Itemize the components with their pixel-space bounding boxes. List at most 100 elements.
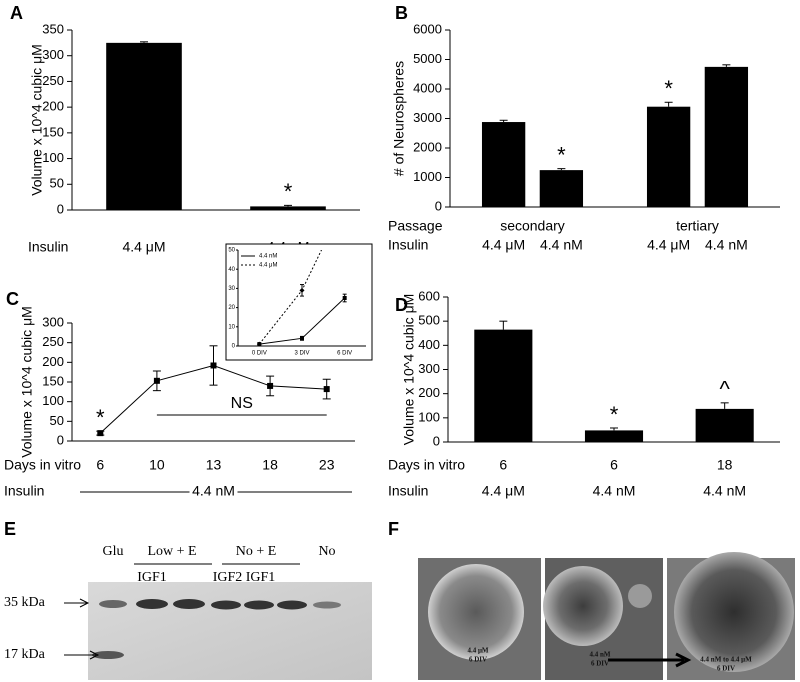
y-tick-label: 300 xyxy=(418,361,440,376)
bar xyxy=(704,66,749,207)
row-value: 4.4 nM xyxy=(540,237,583,253)
marker xyxy=(210,362,217,369)
caption: 4.4 nM to 4.4 μM xyxy=(700,656,752,664)
row-value: 4.4 μM xyxy=(647,237,690,253)
y-tick-label: 50 xyxy=(50,176,64,191)
caption: 6 DIV xyxy=(591,660,609,668)
lane-sublabel: IGF2 IGF1 xyxy=(213,570,276,585)
lane-label: No + E xyxy=(236,544,277,559)
row-value: 4.4 nM xyxy=(705,237,748,253)
row-label: Insulin xyxy=(388,237,428,253)
row-value: 4.4 nM xyxy=(192,483,235,499)
caption: 4.4 nM xyxy=(590,651,611,659)
caption: 6 DIV xyxy=(469,656,487,664)
panel-label: D xyxy=(395,295,408,315)
row-value: 18 xyxy=(717,457,733,473)
bar xyxy=(250,206,326,210)
y-tick-label: 5000 xyxy=(413,51,442,66)
y-tick-label: 200 xyxy=(42,354,64,369)
row-value: 4.4 μM xyxy=(482,237,525,253)
y-tick-label: 4000 xyxy=(413,80,442,95)
y-tick-label: 200 xyxy=(418,385,440,400)
band xyxy=(313,601,341,609)
panel-label: F xyxy=(388,519,399,539)
arrow xyxy=(608,652,692,668)
inset-marker xyxy=(342,296,347,300)
inset-y-tick-label: 20 xyxy=(228,305,235,311)
y-tick-label: 3000 xyxy=(413,110,442,125)
row-value: secondary xyxy=(500,218,565,234)
bar xyxy=(646,106,691,207)
y-tick-label: 150 xyxy=(42,124,64,139)
inset-y-tick-label: 30 xyxy=(228,286,235,292)
inset-marker xyxy=(256,341,262,347)
marker-label: 35 kDa xyxy=(4,595,46,610)
marker xyxy=(323,386,330,393)
y-tick-label: 0 xyxy=(57,201,64,216)
row-label: Insulin xyxy=(388,483,428,499)
row-value: 4.4 μM xyxy=(122,239,165,255)
lane-label: Glu xyxy=(103,544,124,559)
row-value: tertiary xyxy=(676,218,719,234)
row-value: 4.4 nM xyxy=(703,483,746,499)
legend-label: 4.4 nM xyxy=(259,254,277,260)
y-tick-label: 2000 xyxy=(413,139,442,154)
neurosphere xyxy=(628,584,652,608)
annotation: * xyxy=(664,76,673,101)
row-value: 6 xyxy=(499,457,507,473)
bar xyxy=(584,430,644,442)
y-axis-label: Volume x 10^4 cubic μM xyxy=(401,294,417,446)
inset-x-tick-label: 6 DIV xyxy=(337,351,352,357)
marker-arrow xyxy=(64,598,90,608)
marker-label: 17 kDa xyxy=(4,647,46,662)
caption: 6 DIV xyxy=(717,665,735,673)
y-tick-label: 1000 xyxy=(413,169,442,184)
band xyxy=(211,600,241,610)
bar xyxy=(106,42,182,210)
y-axis-label: Volume x 10^4 cubic μM xyxy=(29,44,45,196)
marker-arrow xyxy=(64,650,100,660)
y-axis-label: Volume x 10^4 cubic μM xyxy=(19,306,35,458)
y-tick-label: 600 xyxy=(418,288,440,303)
marker xyxy=(97,430,104,437)
y-tick-label: 250 xyxy=(42,334,64,349)
y-tick-label: 400 xyxy=(418,337,440,352)
panel-label: C xyxy=(6,289,19,309)
bar xyxy=(539,170,584,207)
inset-y-tick-label: 50 xyxy=(228,248,235,254)
row-label: Insulin xyxy=(28,239,68,255)
y-tick-label: 0 xyxy=(435,198,442,213)
annotation: * xyxy=(284,179,293,204)
lane-sublabel: IGF1 xyxy=(137,570,167,585)
panel-label: B xyxy=(395,3,408,23)
neurosphere xyxy=(428,564,524,660)
y-tick-label: 150 xyxy=(42,373,64,388)
row-value: 13 xyxy=(206,457,222,473)
panel-label: E xyxy=(4,519,16,539)
neurosphere xyxy=(674,552,794,672)
bar xyxy=(481,122,526,207)
row-label: Days in vitro xyxy=(388,457,465,473)
y-tick-label: 500 xyxy=(418,313,440,328)
inset-y-tick-label: 10 xyxy=(228,324,235,330)
annotation: ^ xyxy=(720,377,731,402)
legend-label: 4.4 μM xyxy=(259,263,277,269)
y-tick-label: 200 xyxy=(42,99,64,114)
blot-bands xyxy=(92,599,341,659)
caption: 4.4 μM xyxy=(467,647,488,655)
inset-marker xyxy=(300,336,304,341)
y-tick-label: 300 xyxy=(42,47,64,62)
band xyxy=(136,599,168,609)
band xyxy=(92,651,124,659)
y-axis-label: # of Neurospheres xyxy=(391,61,407,176)
row-label: Insulin xyxy=(4,483,44,499)
inset-frame xyxy=(225,243,373,361)
row-value: 23 xyxy=(319,457,335,473)
y-tick-label: 100 xyxy=(42,393,64,408)
band xyxy=(173,599,205,609)
panel-label: A xyxy=(10,3,23,23)
row-value: 4.4 nM xyxy=(593,483,636,499)
row-value: 6 xyxy=(610,457,618,473)
bar xyxy=(474,329,533,442)
